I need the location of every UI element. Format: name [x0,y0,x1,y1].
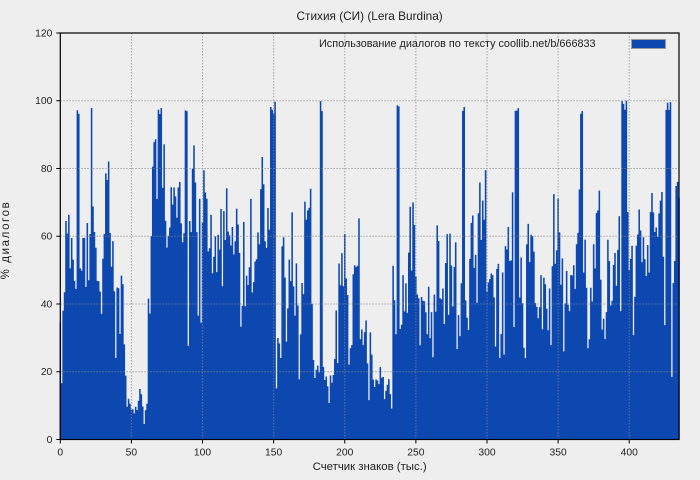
svg-text:40: 40 [41,299,53,310]
svg-text:20: 20 [41,367,53,378]
svg-text:50: 50 [126,448,138,459]
svg-text:150: 150 [265,448,282,459]
svg-text:100: 100 [35,96,52,107]
svg-text:200: 200 [336,448,353,459]
svg-text:250: 250 [407,448,424,459]
svg-text:100: 100 [194,448,211,459]
svg-text:80: 80 [41,164,53,175]
svg-text:300: 300 [478,448,495,459]
svg-text:0: 0 [57,448,63,459]
svg-text:400: 400 [621,448,638,459]
svg-text:350: 350 [550,448,567,459]
svg-text:120: 120 [35,28,52,39]
svg-text:0: 0 [47,435,53,446]
svg-text:60: 60 [41,232,53,243]
